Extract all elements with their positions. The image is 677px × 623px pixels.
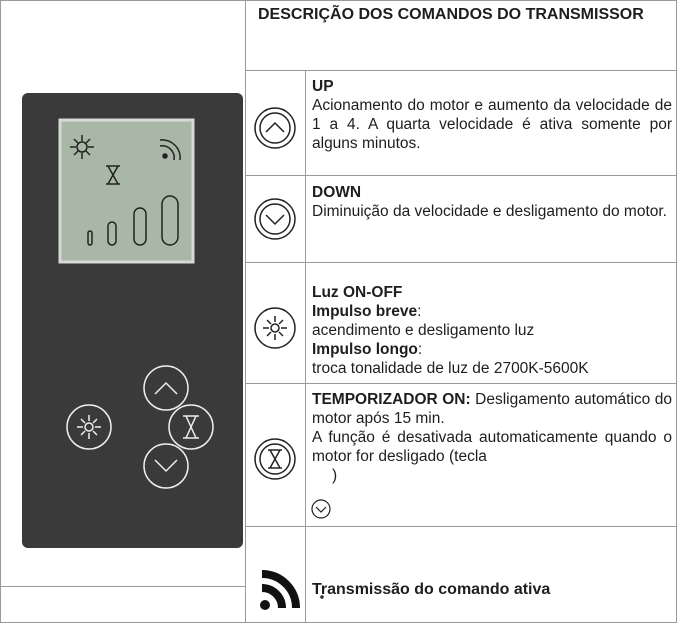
row-down: DOWN Diminuição da velocidade e desligam… bbox=[312, 183, 672, 221]
row-light: Luz ON-OFF Impulso breve: acendimento e … bbox=[312, 283, 672, 378]
row-title: DOWN bbox=[312, 184, 362, 201]
row-text: Desligamento automático do motor após 15… bbox=[312, 391, 672, 427]
row-title: UP bbox=[312, 78, 334, 95]
row-text: Acionamento do motor e aumento da veloci… bbox=[312, 97, 672, 152]
colon: : bbox=[417, 341, 423, 358]
short-text: acendimento e desligamento luz bbox=[312, 322, 535, 339]
remote bbox=[22, 93, 243, 548]
short-label: Impulso breve bbox=[312, 303, 418, 320]
long-text: troca tonalidade de luz de 2700K-5600K bbox=[312, 360, 589, 377]
row-up: UP Acionamento do motor e aumento da vel… bbox=[312, 77, 672, 153]
row-note-end: ) bbox=[332, 467, 338, 484]
row-title: Luz ON-OFF bbox=[312, 284, 403, 301]
long-label: Impulso longo bbox=[312, 341, 418, 358]
row-title: TEMPORIZADOR ON: bbox=[312, 391, 471, 408]
row-transmission: Transmissão do comando ativa bbox=[312, 581, 551, 598]
row-note: A função é desativada automaticamente qu… bbox=[312, 429, 672, 465]
row-icons bbox=[254, 107, 324, 599]
colon: : bbox=[417, 303, 422, 320]
inline-down-icon bbox=[311, 499, 331, 519]
row-timer: TEMPORIZADOR ON: Desligamento automático… bbox=[312, 390, 672, 485]
signal-icon bbox=[260, 570, 300, 610]
header-title: DESCRIÇÃO DOS COMANDOS DO TRANSMISSOR bbox=[258, 6, 644, 23]
row-text: Diminuição da velocidade e desligamento … bbox=[312, 203, 667, 220]
